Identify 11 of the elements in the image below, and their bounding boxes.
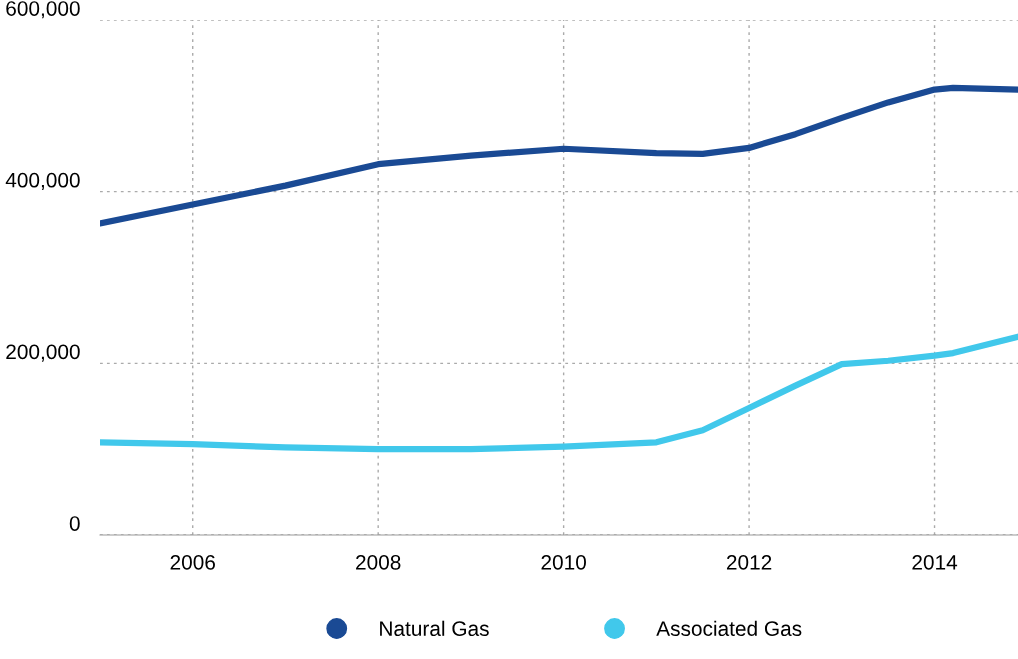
- x-tick-label: 2012: [726, 554, 772, 570]
- x-tick-label: 2010: [541, 554, 586, 570]
- y-tick-label: 0: [69, 516, 80, 531]
- y-tick-label: 600,000: [6, 1, 80, 19]
- x-tick-label: 2006: [170, 554, 215, 570]
- x-tick-label: 2014: [912, 554, 958, 570]
- legend-label: Natural Gas: [380, 620, 489, 636]
- y-tick-label: 200,000: [6, 344, 80, 362]
- legend-label: Associated Gas: [656, 620, 802, 636]
- x-tick-label: 2008: [356, 554, 401, 570]
- y-tick-label: 400,000: [5, 172, 80, 191]
